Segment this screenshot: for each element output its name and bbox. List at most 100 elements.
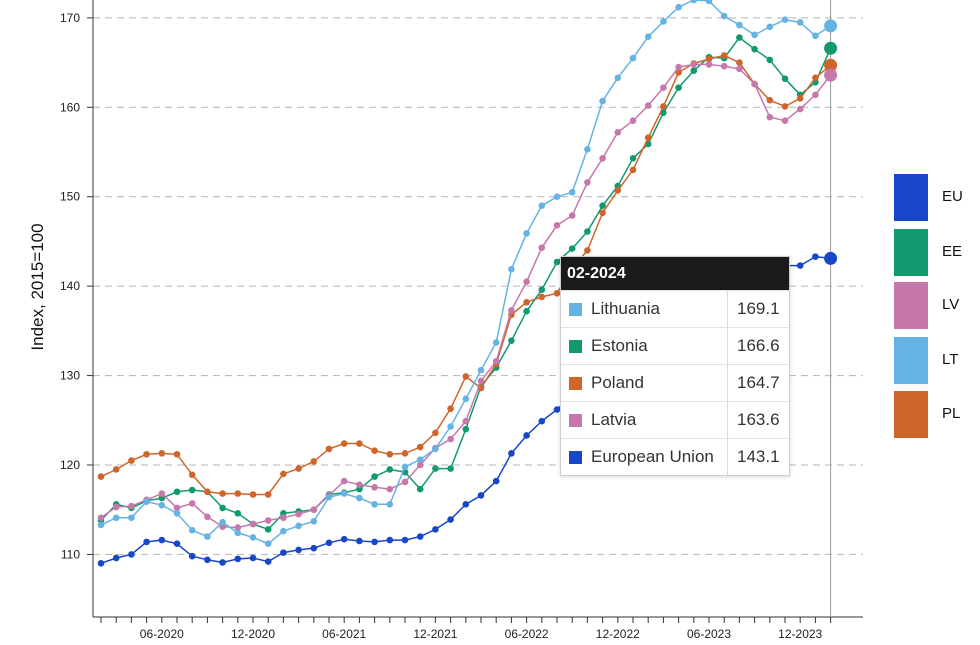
data-point-poland xyxy=(249,491,257,498)
legend-item-lv[interactable]: LV xyxy=(894,282,980,329)
data-point-latvia xyxy=(356,481,363,488)
data-point-latvia xyxy=(462,417,470,425)
data-point-latvia xyxy=(796,105,804,113)
data-point-poland xyxy=(432,429,439,437)
data-point-poland xyxy=(310,458,318,465)
data-point-poland xyxy=(128,457,135,464)
data-point-lithuania xyxy=(264,540,272,547)
data-point-lithuania xyxy=(690,0,698,4)
legend-label-lv: LV xyxy=(942,296,960,313)
data-point-lithuania xyxy=(812,32,819,40)
data-point-lithuania xyxy=(356,494,363,502)
data-point-estonia xyxy=(462,425,470,433)
data-point-poland xyxy=(340,440,348,447)
data-point-european-union xyxy=(295,546,302,554)
data-point-estonia xyxy=(675,84,682,91)
data-point-poland xyxy=(143,450,150,458)
data-point-lithuania xyxy=(660,18,667,25)
data-point-lithuania xyxy=(736,21,743,29)
data-point-european-union xyxy=(97,560,105,567)
data-point-european-union xyxy=(249,554,257,562)
data-point-latvia xyxy=(340,477,348,485)
data-point-lithuania xyxy=(249,534,257,541)
data-point-latvia xyxy=(629,117,637,125)
data-point-european-union xyxy=(492,477,500,485)
data-point-latvia xyxy=(781,117,789,125)
y-tick-label: 110 xyxy=(61,547,80,561)
data-point-latvia xyxy=(599,154,606,162)
tooltip: 02-2024 Lithuania 169.1 Estonia 166.6 Po… xyxy=(560,256,790,476)
data-point-poland xyxy=(705,55,713,63)
data-point-lithuania xyxy=(204,533,211,540)
y-tick-label: 140 xyxy=(60,279,80,293)
data-point-latvia xyxy=(264,517,272,524)
data-point-estonia xyxy=(538,286,546,294)
data-point-poland xyxy=(675,69,682,76)
data-point-poland xyxy=(112,466,120,473)
data-point-european-union xyxy=(386,536,394,544)
x-tick-label: 12-2022 xyxy=(596,627,640,641)
legend-item-pl[interactable]: PL xyxy=(894,391,980,438)
data-point-lithuania xyxy=(781,16,789,23)
data-point-lithuania xyxy=(325,493,333,501)
data-point-poland xyxy=(614,187,622,194)
data-point-lithuania xyxy=(462,395,470,403)
data-point-poland xyxy=(812,74,819,82)
data-point-estonia xyxy=(584,228,591,235)
data-point-european-union xyxy=(508,450,515,457)
data-point-lithuania xyxy=(340,490,348,497)
data-point-european-union xyxy=(416,533,424,540)
data-point-estonia xyxy=(432,465,439,472)
legend-swatch-pl xyxy=(894,391,928,438)
data-point-european-union xyxy=(462,501,470,508)
data-point-lithuania xyxy=(416,456,424,463)
data-point-latvia xyxy=(584,179,591,186)
tooltip-label: European Union xyxy=(591,447,714,466)
data-point-latvia xyxy=(736,65,743,73)
data-point-lithuania xyxy=(477,366,485,374)
data-point-poland xyxy=(97,473,105,480)
data-point-latvia xyxy=(204,513,211,521)
legend-item-ee[interactable]: EE xyxy=(894,229,980,276)
data-point-poland xyxy=(796,95,804,102)
data-point-poland xyxy=(188,471,196,479)
x-tick-label: 06-2023 xyxy=(687,627,731,641)
data-point-poland xyxy=(325,445,333,453)
data-point-poland xyxy=(736,59,743,66)
data-point-latvia xyxy=(690,61,698,68)
legend-swatch-lt xyxy=(894,337,928,384)
data-point-poland xyxy=(158,450,166,457)
data-point-latvia xyxy=(538,244,546,251)
data-point-poland xyxy=(538,293,546,301)
data-point-poland xyxy=(720,52,728,59)
legend-item-lt[interactable]: LT xyxy=(894,337,980,384)
tooltip-label: Estonia xyxy=(591,336,648,355)
data-point-latvia xyxy=(447,435,454,443)
data-point-lithuania xyxy=(599,97,606,105)
data-point-lithuania xyxy=(751,31,758,39)
data-point-poland xyxy=(781,103,789,110)
data-point-poland xyxy=(173,450,181,458)
data-point-lithuania xyxy=(584,146,591,153)
data-point-lithuania xyxy=(173,509,181,517)
tooltip-swatch-estonia xyxy=(569,340,582,353)
data-point-poland xyxy=(416,443,424,451)
data-point-poland xyxy=(629,166,637,174)
data-point-poland xyxy=(462,373,470,380)
data-point-european-union xyxy=(264,558,272,565)
data-point-poland xyxy=(295,465,302,472)
data-point-latvia xyxy=(295,510,302,518)
y-tick-label: 150 xyxy=(60,190,80,204)
data-point-european-union xyxy=(432,526,439,533)
legend-item-eu[interactable]: EU xyxy=(894,174,980,221)
data-point-estonia xyxy=(234,509,242,517)
data-point-latvia xyxy=(416,461,424,469)
data-point-estonia xyxy=(568,245,576,252)
tooltip-row: Latvia 163.6 xyxy=(561,401,789,438)
data-point-estonia xyxy=(188,486,196,494)
highlight-point-european-union xyxy=(824,251,838,265)
data-point-european-union xyxy=(112,554,120,562)
data-point-estonia xyxy=(386,466,394,473)
data-point-lithuania xyxy=(143,498,150,505)
data-point-poland xyxy=(584,247,591,254)
